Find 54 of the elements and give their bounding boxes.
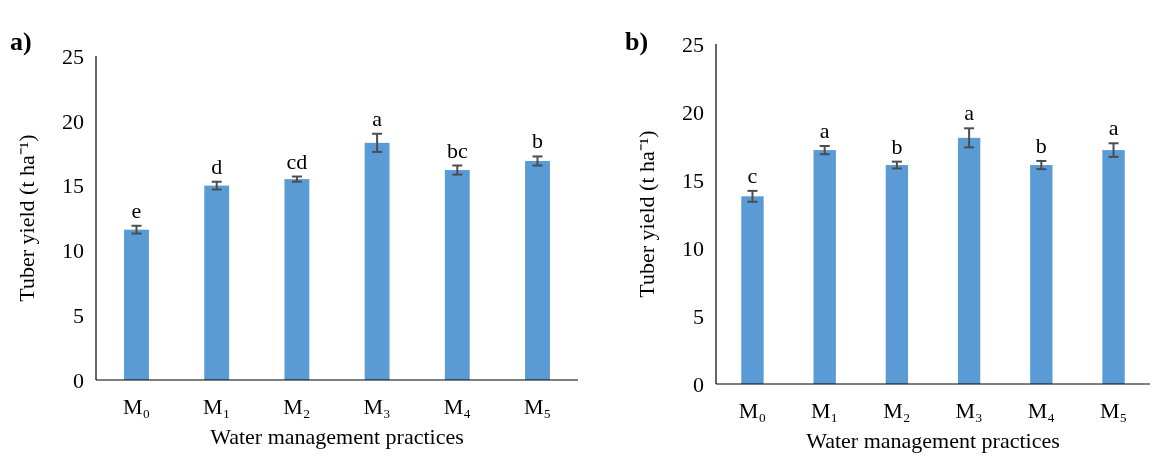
annotation: d xyxy=(211,153,223,179)
y-tick-label: 20 xyxy=(682,99,704,125)
bar xyxy=(957,137,981,384)
annotation: a xyxy=(819,118,830,143)
y-axis-title: Tuber yield (t ha⁻¹) xyxy=(14,134,39,302)
x-axis-title: Water management practices xyxy=(210,424,464,449)
y-tick-label: 25 xyxy=(682,31,704,57)
y-tick-label: 5 xyxy=(73,302,84,328)
annotation: bc xyxy=(446,137,468,163)
x-tick-label: M₂ xyxy=(883,398,911,423)
x-tick-label: M₂ xyxy=(283,394,311,419)
x-tick-label: M₄ xyxy=(443,394,471,419)
x-tick-label: M₁ xyxy=(203,394,231,419)
bar xyxy=(885,165,909,384)
y-tick-label: 15 xyxy=(62,173,84,199)
x-tick-label: M₃ xyxy=(955,398,983,423)
annotation: e xyxy=(131,197,142,223)
annotation: b xyxy=(891,133,903,159)
x-tick-label: M₅ xyxy=(523,394,552,419)
x-tick-label: M₀ xyxy=(738,398,767,423)
y-tick-label: 15 xyxy=(682,167,704,193)
y-axis-title: Tuber yield (t ha⁻¹) xyxy=(634,130,659,298)
bar xyxy=(364,142,390,380)
y-tick-label: 10 xyxy=(682,235,704,261)
x-tick-label: M₁ xyxy=(811,398,839,423)
x-tick-label: M₀ xyxy=(122,394,151,419)
bar xyxy=(444,170,470,380)
bar xyxy=(1030,165,1053,384)
bar xyxy=(813,150,836,384)
x-axis-title: Water management practices xyxy=(806,428,1060,453)
x-tick-label: M₄ xyxy=(1027,398,1055,423)
annotation: a xyxy=(1108,115,1119,141)
annotation: a xyxy=(964,100,975,126)
chart-title: a) xyxy=(10,27,32,56)
x-tick-label: M₅ xyxy=(1099,398,1128,423)
chart-title: b) xyxy=(625,27,649,56)
bar xyxy=(204,185,230,380)
bar xyxy=(124,229,149,380)
x-tick-label: M₃ xyxy=(363,394,391,419)
annotation: cd xyxy=(286,148,308,174)
annotation: c xyxy=(747,162,758,188)
annotation: b xyxy=(1035,132,1047,158)
bar xyxy=(525,160,550,380)
y-tick-label: 20 xyxy=(62,108,84,134)
y-tick-label: 10 xyxy=(62,238,84,264)
annotation: a xyxy=(372,105,383,131)
bar xyxy=(741,196,764,384)
bar xyxy=(284,179,310,380)
y-tick-label: 5 xyxy=(693,303,704,329)
bar xyxy=(1102,150,1125,384)
annotation: b xyxy=(532,128,543,154)
y-tick-label: 25 xyxy=(62,43,84,69)
y-tick-label: 0 xyxy=(693,371,704,397)
y-tick-label: 0 xyxy=(73,367,84,393)
